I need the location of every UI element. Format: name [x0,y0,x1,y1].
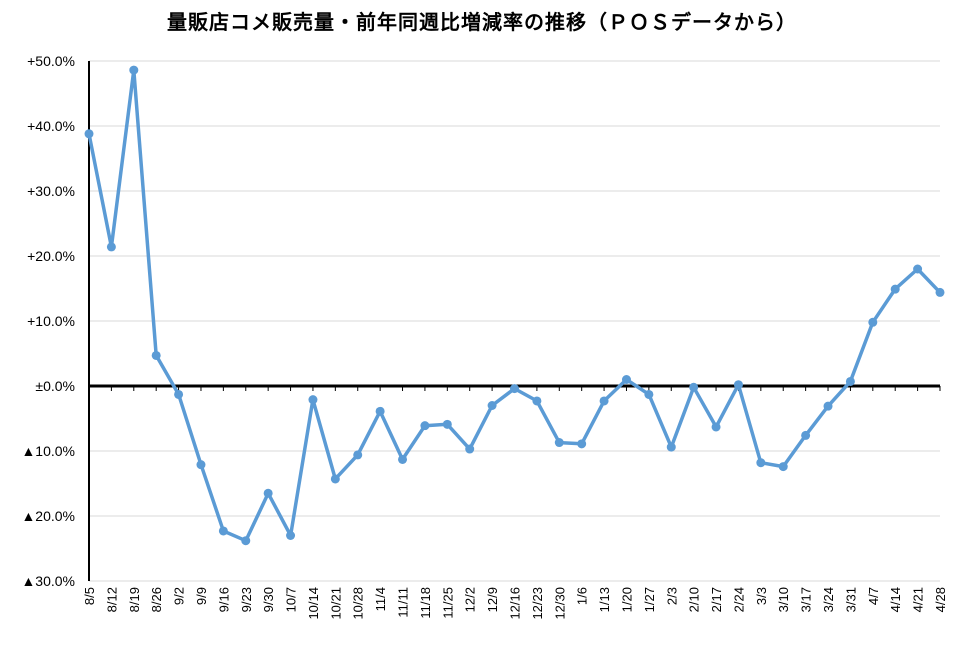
y-tick-label: ±0.0% [35,378,75,394]
x-tick-label: 9/2 [172,587,187,605]
x-tick-label: 2/24 [731,587,746,612]
data-point [510,384,519,394]
x-tick-label: 3/31 [843,587,858,612]
x-tick-label: 3/3 [754,587,769,605]
x-tick-label: 9/23 [239,587,254,612]
data-point [353,450,363,460]
data-point [151,350,161,360]
data-point [465,444,475,454]
data-point [823,401,833,411]
series-line [87,68,942,543]
x-tick-label: 12/30 [552,587,567,620]
x-tick-label: 1/27 [642,587,657,612]
x-tick-label: 8/19 [127,587,142,612]
gridlines [89,60,940,582]
data-point [398,454,408,464]
data-point [330,474,340,484]
x-tick-labels: 8/5 8/12 8/19 8/26 9/2 9/9 9/16 9/23 9/30 10/7 10/… [82,587,948,620]
data-point [106,242,116,252]
data-point [845,376,855,386]
y-tick-label: +10.0% [27,313,75,329]
data-point [913,264,923,274]
y-tick-label: +40.0% [27,118,75,134]
data-point [689,382,699,392]
y-tick-label: +50.0% [27,53,75,69]
x-tick-label: 11/18 [418,587,433,619]
data-point [756,458,766,468]
data-point [218,526,228,536]
data-point [577,439,587,449]
x-tick-label: 1/6 [575,587,590,605]
data-point [621,375,631,384]
x-tick-label: 8/26 [149,587,164,612]
x-tick-label: 2/10 [687,587,702,612]
x-tick-label: 10/14 [306,587,321,620]
x-tick-label: 2/3 [664,587,679,605]
chart-title: 量販店コメ販売量・前年同週比増減率の推移（ＰＯＳデータから） [167,10,797,34]
data-point [241,536,251,546]
y-tick-label: ▲20.0% [21,508,75,524]
x-tick-label: 9/9 [194,587,209,605]
data-point [644,389,654,399]
x-tick-label: 12/23 [530,587,545,620]
x-tick-label: 4/28 [933,587,948,612]
x-tick-label: 9/30 [261,587,276,612]
x-tick-label: 2/17 [709,587,724,612]
data-point [666,442,676,452]
x-tick-label: 4/21 [911,587,926,612]
x-tick-label: 4/7 [866,587,881,605]
data-point [778,462,788,472]
x-tick-label: 4/14 [888,587,903,612]
x-tick-label: 1/13 [597,587,612,612]
data-point [174,389,184,399]
data-point [868,317,878,327]
data-point [84,129,94,139]
data-point [599,396,609,406]
x-tick-label: 9/16 [216,587,231,612]
data-point [554,438,564,448]
y-tick-label: +20.0% [27,248,75,264]
x-tick-label: 10/7 [284,587,299,612]
data-point [532,396,542,406]
y-tick-label: ▲30.0% [21,573,75,589]
data-point [196,460,206,470]
x-tick-label: 1/20 [619,587,634,612]
x-tick-label: 11/4 [373,587,388,611]
x-tick-label: 12/2 [463,587,478,612]
y-tick-labels: +50.0% +40.0% +30.0% +20.0% +10.0% ±0.0% ▲10.0… [21,53,75,589]
data-point [420,421,430,431]
x-tick-label: 11/25 [440,587,455,619]
data-point [129,65,139,75]
x-tick-label: 8/5 [82,587,97,605]
data-point [733,380,743,390]
data-point [890,284,900,294]
x-tick-label: 8/12 [104,587,119,612]
x-tick-label: 3/10 [776,587,791,612]
x-tick-label: 3/24 [821,587,836,612]
x-tick-label: 11/11 [396,587,411,618]
x-tick-label: 10/21 [328,587,343,620]
data-points [84,65,945,546]
data-point [487,401,497,410]
x-tick-label: 3/17 [799,587,814,612]
data-point [935,287,945,297]
data-point [711,422,721,432]
data-point [286,531,296,540]
data-point [263,488,273,498]
x-tick-label: 12/9 [485,587,500,612]
x-tick-label: 12/16 [508,587,523,620]
series-line [87,68,942,543]
data-point [801,430,811,440]
data-point [375,406,385,416]
data-point [442,419,452,429]
x-tick-label: 10/28 [351,587,366,620]
data-point [308,395,318,405]
y-tick-label: ▲10.0% [21,443,75,459]
y-tick-label: +30.0% [27,183,75,199]
